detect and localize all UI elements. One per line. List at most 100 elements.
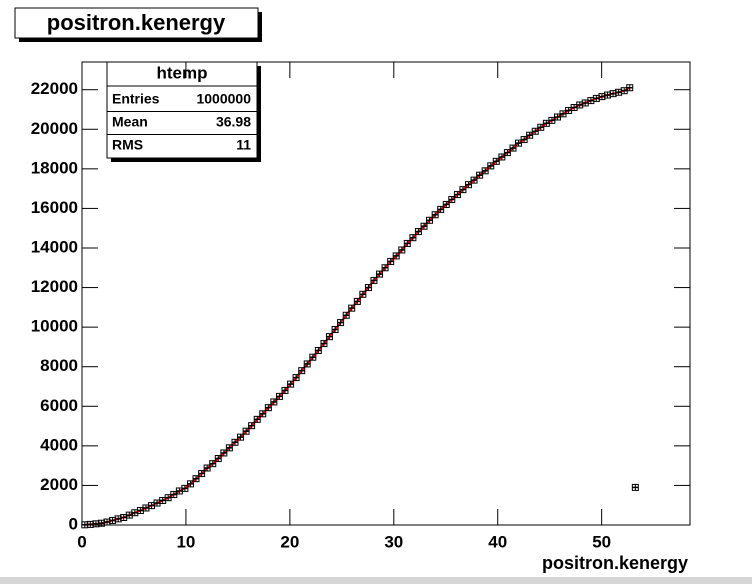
stats-value: 11 <box>236 137 251 153</box>
data-point <box>236 433 244 441</box>
data-point <box>187 480 195 488</box>
data-point <box>387 257 395 265</box>
data-point <box>231 438 239 446</box>
data-point <box>515 139 523 147</box>
y-tick-label: 8000 <box>40 356 78 375</box>
data-point <box>142 504 150 512</box>
y-tick-label: 10000 <box>31 317 78 336</box>
x-tick-label: 20 <box>280 532 299 551</box>
data-point <box>242 427 250 435</box>
data-point <box>287 380 295 388</box>
data-point <box>370 276 378 284</box>
data-point <box>631 483 639 491</box>
data-point <box>603 91 611 99</box>
data-point <box>442 200 450 208</box>
data-point <box>398 246 406 254</box>
data-point <box>481 167 489 175</box>
x-tick-label: 40 <box>488 532 507 551</box>
data-point <box>359 290 367 298</box>
x-tick-label: 0 <box>77 532 86 551</box>
data-point <box>503 149 511 157</box>
data-point <box>470 176 478 184</box>
data-point <box>364 284 372 292</box>
data-point <box>259 410 267 418</box>
y-tick-label: 20000 <box>31 119 78 138</box>
y-tick-label: 12000 <box>31 277 78 296</box>
data-point <box>487 162 495 170</box>
data-point <box>225 444 233 452</box>
data-point <box>570 104 578 112</box>
data-point <box>170 491 178 499</box>
data-point <box>431 211 439 219</box>
data-point <box>181 484 189 492</box>
data-point <box>414 228 422 236</box>
data-point <box>270 398 278 406</box>
data-point <box>337 319 345 327</box>
data-point <box>437 205 445 213</box>
data-point <box>203 464 211 472</box>
y-tick-label: 16000 <box>31 198 78 217</box>
data-point <box>526 131 534 139</box>
data-point <box>331 326 339 334</box>
data-point <box>281 386 289 394</box>
data-point <box>325 333 333 341</box>
stats-key: Mean <box>112 114 148 130</box>
y-tick-label: 2000 <box>40 475 78 494</box>
data-point <box>353 297 361 305</box>
data-point <box>420 222 428 230</box>
x-tick-label: 30 <box>384 532 403 551</box>
data-point <box>264 404 272 412</box>
y-tick-label: 14000 <box>31 237 78 256</box>
data-point <box>303 360 311 368</box>
data-point <box>192 475 200 483</box>
data-point <box>376 270 384 278</box>
data-point <box>248 422 256 430</box>
y-tick-label: 0 <box>69 514 78 533</box>
data-point <box>587 97 595 105</box>
stats-box: htemp Entries 1000000 Mean 36.98 RMS 11 <box>106 61 261 162</box>
data-point <box>509 144 517 152</box>
data-point <box>348 304 356 312</box>
data-point <box>520 136 528 144</box>
y-tick-label: 22000 <box>31 79 78 98</box>
data-point <box>465 181 473 189</box>
stats-name: htemp <box>157 63 208 82</box>
data-point <box>426 216 434 224</box>
data-point <box>592 94 600 102</box>
data-point <box>253 415 261 423</box>
data-point <box>476 171 484 179</box>
stats-value: 36.98 <box>216 114 251 130</box>
data-point <box>320 340 328 348</box>
stats-value: 1000000 <box>196 91 251 107</box>
data-point <box>97 519 105 527</box>
x-tick-label: 50 <box>592 532 611 551</box>
stats-key: Entries <box>112 91 160 107</box>
data-point <box>298 367 306 375</box>
data-point <box>275 392 283 400</box>
data-point <box>448 196 456 204</box>
stats-frame <box>106 61 258 159</box>
data-point <box>459 186 467 194</box>
data-point <box>403 239 411 247</box>
data-point <box>392 252 400 260</box>
y-tick-label: 4000 <box>40 435 78 454</box>
y-tick-label: 6000 <box>40 396 78 415</box>
data-point <box>309 353 317 361</box>
stats-key: RMS <box>112 137 143 153</box>
data-point <box>292 374 300 382</box>
data-point <box>342 311 350 319</box>
data-point <box>220 449 228 457</box>
data-point <box>314 346 322 354</box>
data-point <box>409 234 417 242</box>
data-point <box>198 470 206 478</box>
chart-title: positron.kenergy <box>47 10 226 35</box>
y-tick-label: 18000 <box>31 158 78 177</box>
data-point <box>492 157 500 165</box>
data-point <box>531 127 539 135</box>
data-point <box>453 191 461 199</box>
data-point <box>626 84 634 92</box>
data-point <box>209 460 217 468</box>
data-point <box>537 123 545 131</box>
data-point <box>214 455 222 463</box>
